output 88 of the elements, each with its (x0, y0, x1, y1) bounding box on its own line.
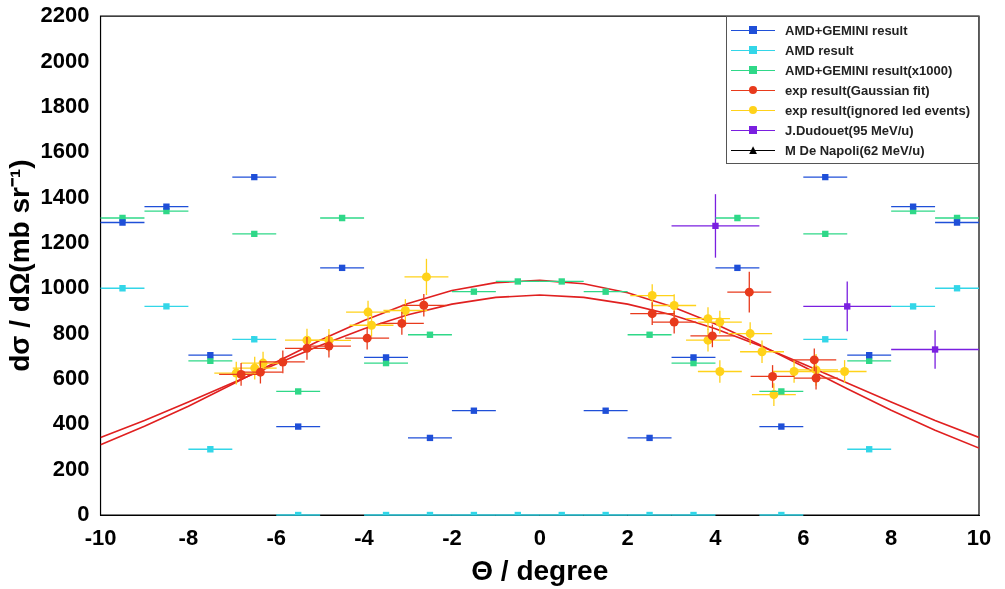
point (953, 219, 961, 226)
y-tick-label: 600 (52, 365, 90, 391)
point (734, 214, 741, 222)
y-axis-title: dσ / dΩ(mb sr⁻¹) (3, 159, 35, 372)
point (163, 203, 170, 210)
point (207, 351, 214, 359)
x-tick-label: 0 (533, 525, 546, 551)
point (324, 341, 334, 351)
point (789, 366, 799, 376)
x-tick-label: -4 (354, 525, 375, 551)
point (744, 287, 754, 297)
point (119, 219, 126, 226)
legend-label: M De Napoli(62 MeV/u) (785, 142, 925, 158)
point (302, 343, 312, 353)
legend-label: exp result(Gaussian fit) (785, 82, 930, 98)
point (778, 423, 785, 430)
legend-label: AMD result (785, 42, 854, 58)
y-tick-label: 200 (52, 455, 90, 481)
legend-label: J.Dudouet(95 MeV/u) (785, 122, 914, 138)
point (745, 329, 755, 339)
point (768, 371, 778, 381)
point (602, 288, 609, 295)
x-tick-label: -2 (442, 525, 462, 551)
point (163, 303, 170, 310)
point (811, 373, 821, 383)
point (690, 354, 697, 361)
x-axis-title: Θ / degree (471, 554, 609, 586)
y-tick-label: 1600 (40, 138, 90, 164)
point (703, 314, 713, 324)
point (712, 222, 719, 230)
point (367, 320, 377, 330)
point (646, 434, 653, 442)
point (207, 357, 214, 365)
point (400, 305, 410, 315)
y-tick-label: 2000 (40, 47, 90, 73)
point (514, 278, 521, 285)
legend-label: AMD+GEMINI result(x1000) (785, 62, 953, 78)
point (647, 291, 657, 301)
legend-label: exp result(ignored led events) (785, 102, 970, 118)
x-tick-label: 10 (966, 525, 992, 551)
point (363, 307, 373, 317)
point (707, 331, 717, 341)
point (295, 388, 302, 395)
point (362, 333, 372, 343)
point (840, 366, 850, 376)
point (669, 317, 679, 327)
y-tick-label: 1800 (40, 92, 90, 118)
y-tick-label: 2200 (40, 2, 90, 28)
point (295, 423, 302, 430)
y-tick-label: 0 (77, 501, 90, 527)
point (734, 264, 741, 272)
point (778, 388, 785, 395)
point (669, 301, 679, 310)
point (382, 354, 390, 361)
y-tick-label: 1200 (40, 228, 90, 254)
y-tick-label: 1000 (40, 274, 90, 300)
point (844, 303, 851, 310)
x-tick-label: 6 (797, 525, 810, 551)
y-tick-label: 1400 (40, 183, 90, 209)
point (931, 346, 939, 353)
point (397, 318, 407, 328)
point (715, 366, 725, 376)
point (647, 309, 657, 319)
x-tick-label: -8 (178, 525, 199, 551)
legend-label: AMD+GEMINI result (785, 22, 908, 38)
x-tick-label: 2 (621, 525, 634, 551)
x-tick-label: 8 (885, 525, 898, 551)
x-tick-label: 4 (709, 525, 723, 551)
x-tick-label: -10 (84, 525, 117, 551)
point (602, 407, 609, 414)
x-tick-label: -6 (266, 525, 287, 551)
point (909, 203, 917, 210)
point (809, 355, 819, 365)
point (419, 300, 429, 310)
point (236, 369, 246, 379)
point (909, 303, 917, 310)
point (421, 272, 431, 282)
point (757, 347, 767, 357)
point (470, 288, 478, 295)
y-tick-label: 800 (52, 319, 90, 345)
point (255, 367, 265, 377)
y-tick-label: 400 (52, 410, 90, 436)
point (119, 285, 126, 292)
point (207, 446, 214, 453)
point (646, 331, 653, 338)
point (715, 317, 725, 327)
point (278, 357, 288, 367)
point (558, 278, 565, 285)
